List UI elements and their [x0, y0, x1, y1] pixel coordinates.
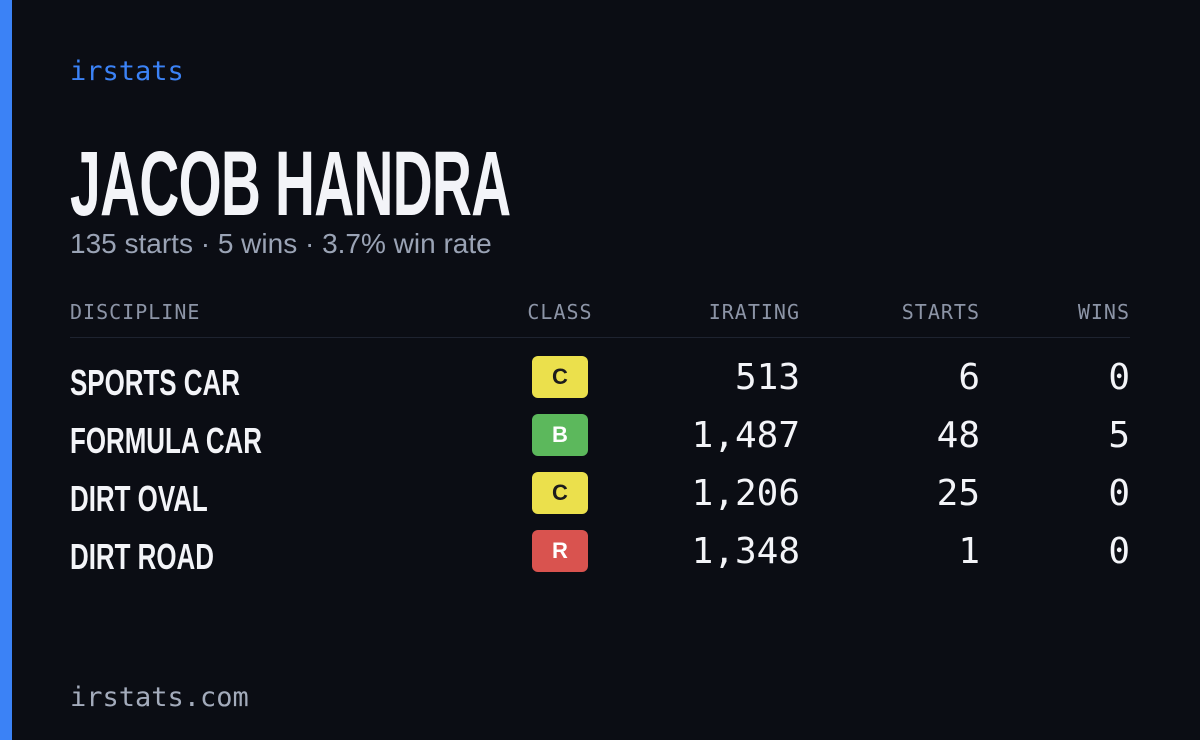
column-header: STARTS: [901, 300, 980, 324]
wins: 0: [1108, 357, 1130, 398]
starts: 48: [936, 415, 980, 456]
class-badge: C: [532, 472, 588, 514]
driver-name: JACOB HANDRA: [70, 133, 511, 235]
brand: irstats: [70, 56, 184, 87]
irating: 1,487: [691, 415, 800, 456]
wins: 0: [1108, 531, 1130, 572]
discipline: DIRT ROAD: [70, 536, 214, 577]
discipline: FORMULA CAR: [70, 420, 262, 461]
class-badge: B: [532, 414, 588, 456]
starts: 1: [958, 531, 980, 572]
discipline: SPORTS CAR: [70, 362, 240, 403]
class-badge: C: [532, 356, 588, 398]
column-header: IRATING: [708, 300, 800, 324]
wins: 0: [1108, 473, 1130, 514]
discipline: DIRT OVAL: [70, 478, 208, 519]
footer-url: irstats.com: [70, 682, 249, 713]
column-header: CLASS: [527, 300, 593, 324]
summary: 135 starts · 5 wins · 3.7% win rate: [70, 228, 492, 259]
starts: 25: [936, 473, 980, 514]
column-header: WINS: [1077, 300, 1130, 324]
wins: 5: [1108, 415, 1130, 456]
starts: 6: [958, 357, 980, 398]
class-badge: R: [532, 530, 588, 572]
irating: 1,348: [691, 531, 800, 572]
irating: 1,206: [691, 473, 800, 514]
accent-stripe: [0, 0, 12, 740]
header-rule: [70, 337, 1130, 338]
irating: 513: [734, 357, 800, 398]
column-header: DISCIPLINE: [70, 300, 201, 324]
